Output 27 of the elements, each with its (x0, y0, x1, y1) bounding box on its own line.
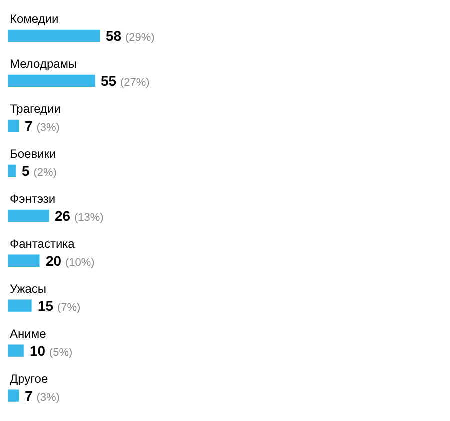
bar (8, 254, 40, 267)
y-tick-label: Боевики (10, 147, 56, 161)
bar (8, 74, 96, 88)
data-label: 58 (29%) (106, 28, 155, 44)
bar (8, 164, 16, 177)
y-tick-label: Комедии (10, 12, 59, 26)
data-label: 7 (3%) (25, 118, 60, 134)
y-tick-label: Фэнтэзи (10, 192, 56, 206)
bar (8, 210, 50, 222)
data-label: 5 (2%) (22, 163, 57, 179)
bar (8, 120, 20, 132)
bar (8, 300, 32, 312)
data-label: 10 (5%) (30, 343, 73, 359)
y-tick-label: Мелодрамы (10, 57, 78, 71)
bar (8, 344, 24, 357)
data-label: 7 (3%) (25, 388, 60, 404)
data-label: 20 (10%) (46, 253, 95, 269)
y-tick-label: Фантастика (10, 237, 76, 251)
data-label: 15 (7%) (38, 298, 81, 314)
bar (8, 390, 20, 402)
data-label: 26 (13%) (55, 208, 104, 224)
bar (8, 30, 100, 42)
y-tick-label: Трагедии (10, 102, 61, 116)
y-tick-label: Ужасы (10, 282, 47, 296)
y-tick-label: Другое (10, 372, 48, 386)
y-tick-label: Аниме (10, 327, 47, 341)
data-label: 55 (27%) (101, 73, 150, 89)
